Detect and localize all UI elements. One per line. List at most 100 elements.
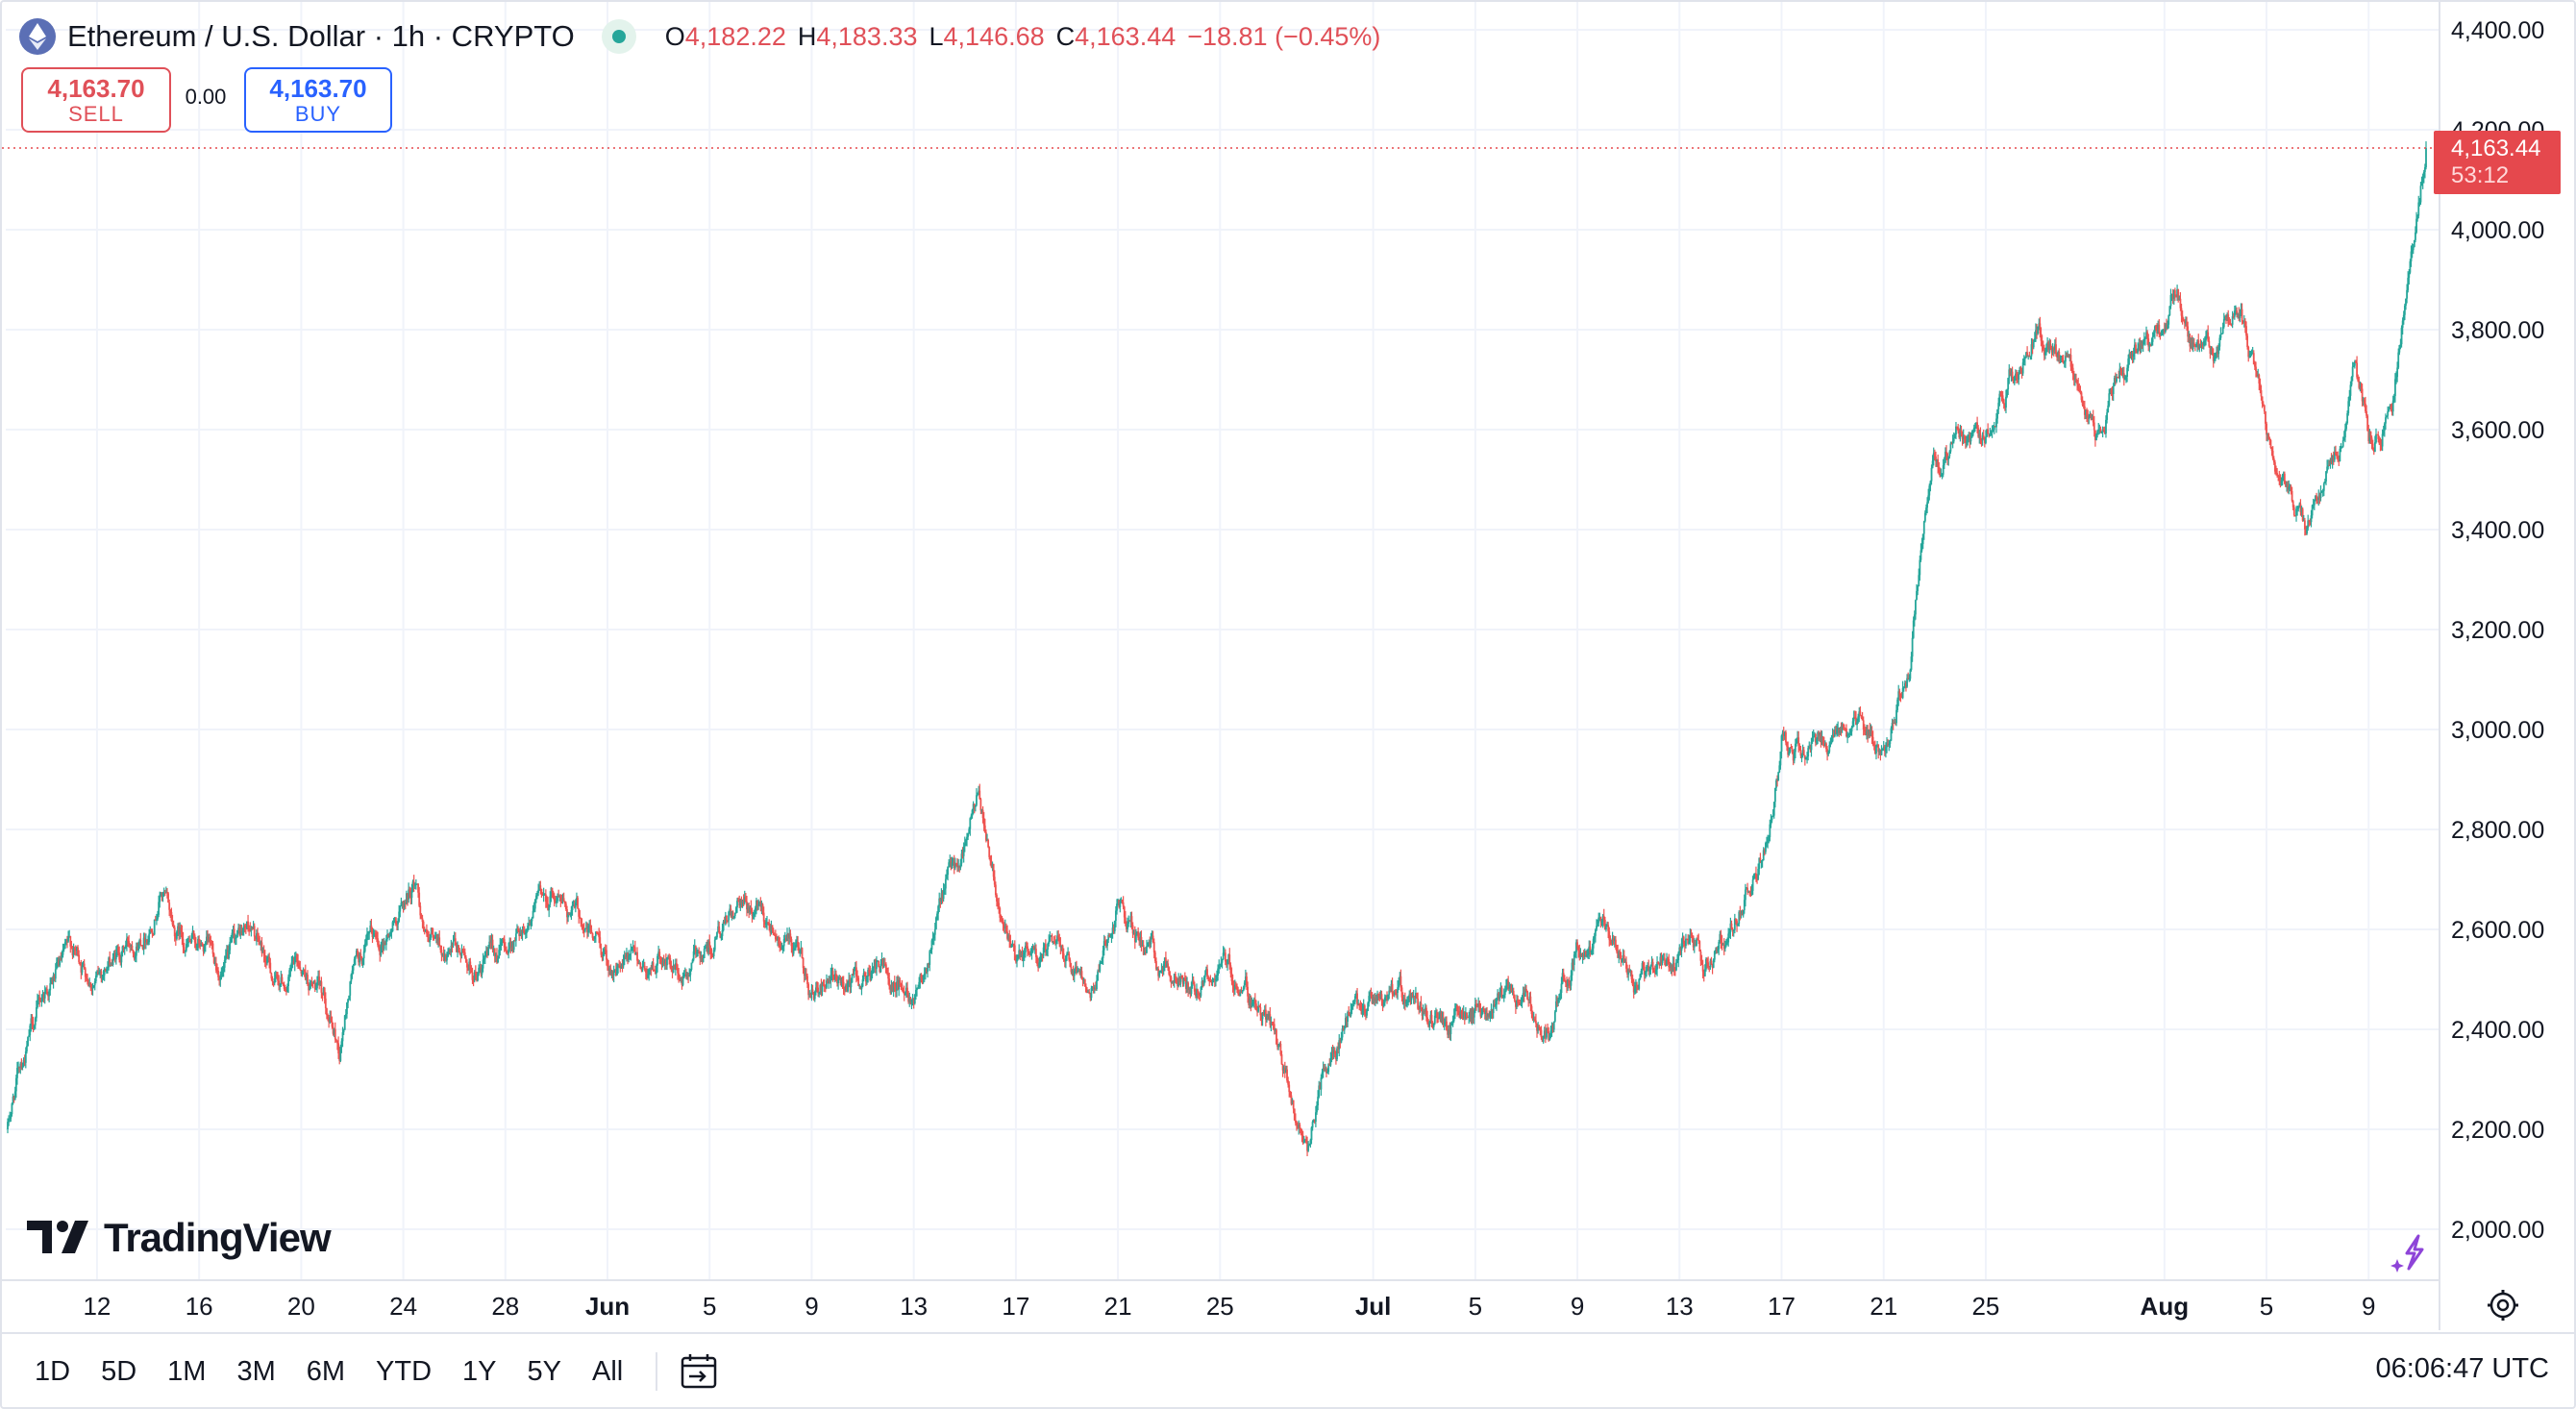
candle-body (1692, 936, 1695, 948)
candle-body (2044, 352, 2046, 356)
candle-body (1226, 959, 1228, 965)
candle-body (1733, 918, 1736, 930)
candle-body (1066, 953, 1068, 956)
candle-body (614, 969, 617, 976)
candle-body (1051, 935, 1053, 942)
candle-body (110, 964, 112, 966)
candle-body (230, 938, 233, 942)
buy-button[interactable]: 4,163.70 BUY (244, 67, 392, 133)
candle-body (582, 924, 584, 928)
candle-body (769, 926, 772, 933)
candle-body (846, 985, 848, 992)
candle-body (2245, 326, 2247, 336)
range-ytd[interactable]: YTD (376, 1355, 433, 1387)
utc-clock[interactable]: 06:06:47 UTC (2375, 1353, 2549, 1384)
candle-body (1191, 979, 1194, 986)
candle-body (300, 969, 303, 974)
candle-body (2209, 346, 2212, 355)
candle-body (1273, 1024, 1276, 1031)
candle-body (1665, 959, 1667, 966)
goto-date-icon[interactable] (679, 1350, 721, 1393)
candle-body (1202, 976, 1205, 985)
candle-body (126, 938, 128, 946)
y-tick-label: 3,600.00 (2451, 417, 2544, 444)
candle-body (916, 987, 918, 990)
candle-body (2070, 366, 2073, 368)
candle-body (66, 940, 68, 942)
settings-gear-icon[interactable] (2484, 1286, 2522, 1324)
candle-body (738, 902, 741, 906)
candle-body (788, 933, 791, 939)
candle-body (1809, 746, 1812, 751)
candle-body (1098, 971, 1101, 973)
symbol-title[interactable]: Ethereum / U.S. Dollar · 1h · CRYPTO (67, 19, 575, 53)
candle-body (1122, 902, 1125, 907)
range-1y[interactable]: 1Y (462, 1355, 497, 1387)
candle-body (1648, 969, 1651, 972)
candle-body (2096, 431, 2099, 435)
candle-body (1449, 1024, 1452, 1035)
candle-body (711, 954, 714, 956)
candle-body (2131, 354, 2134, 358)
candle-body (50, 979, 53, 984)
chart-area[interactable]: 2,000.002,200.002,400.002,600.002,800.00… (2, 2, 2574, 1332)
candle-body (1021, 952, 1024, 961)
ai-sparkle-icon[interactable] (2390, 1230, 2436, 1276)
candle-body (1460, 1012, 1463, 1014)
candle-body (736, 901, 738, 908)
candle-body (973, 803, 976, 807)
candle-body (1829, 743, 1832, 746)
range-5d[interactable]: 5D (101, 1355, 137, 1387)
candle-body (2226, 314, 2228, 318)
candle-body (1447, 1029, 1449, 1035)
candle-body (151, 931, 154, 934)
tradingview-logo[interactable]: TradingView (27, 1215, 332, 1261)
candle-body (729, 908, 731, 912)
candle-body (1759, 857, 1762, 862)
candle-body (569, 914, 572, 916)
candle-body (459, 952, 462, 956)
candle-body (2415, 232, 2416, 240)
change-value: −18.81 (−0.45%) (1187, 21, 1381, 51)
candle-body (498, 950, 501, 959)
candle-body (1766, 842, 1768, 844)
range-6m[interactable]: 6M (306, 1355, 346, 1387)
candle-body (218, 976, 221, 980)
candle-body (436, 934, 438, 941)
candle-body (1321, 1072, 1324, 1078)
candle-body (364, 938, 367, 944)
candle-body (434, 934, 437, 937)
candle-body (1725, 942, 1727, 946)
range-1m[interactable]: 1M (167, 1355, 207, 1387)
candle-body (1688, 941, 1691, 944)
ethereum-icon[interactable] (19, 18, 56, 55)
candle-body (1533, 1018, 1536, 1021)
candle-body (383, 942, 385, 950)
market-status-indicator[interactable] (601, 19, 636, 54)
range-3m[interactable]: 3M (236, 1355, 276, 1387)
candle-body (2069, 355, 2072, 367)
candle-body (1271, 1023, 1274, 1025)
candle-body (944, 878, 947, 889)
range-1d[interactable]: 1D (35, 1355, 71, 1387)
candle-body (1082, 978, 1085, 980)
candle-body (2294, 515, 2296, 517)
range-all[interactable]: All (592, 1355, 624, 1387)
candle-body (1811, 737, 1814, 742)
candle-body (160, 892, 162, 896)
sell-button[interactable]: 4,163.70 SELL (21, 67, 171, 133)
candle-body (947, 866, 949, 876)
candle-body (401, 901, 404, 903)
candle-body (1908, 679, 1911, 680)
candle-body (1035, 948, 1037, 957)
range-5y[interactable]: 5Y (527, 1355, 562, 1387)
candle-body (408, 889, 410, 900)
candle-body (1709, 960, 1712, 968)
candle-body (607, 959, 608, 967)
candle-body (713, 939, 716, 951)
candle-body (62, 948, 65, 950)
candle-body (2019, 367, 2022, 371)
candle-body (1314, 1112, 1317, 1123)
candle-body (483, 958, 485, 960)
candle-body (1965, 439, 1967, 443)
